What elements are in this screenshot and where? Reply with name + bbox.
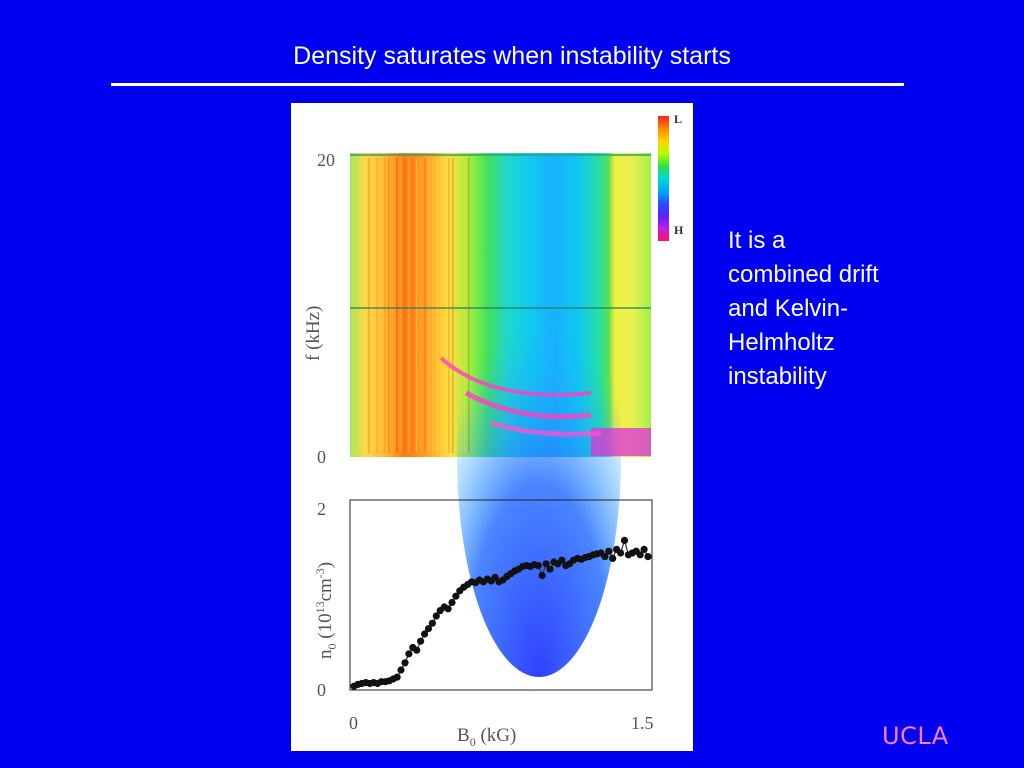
density-point bbox=[424, 625, 433, 633]
density-point bbox=[432, 612, 440, 620]
side-text-line: It is a bbox=[728, 227, 786, 254]
line-ylabel: n0 (1013cm-3) bbox=[313, 562, 339, 659]
line-xlabel: B0 (kG) bbox=[457, 725, 516, 749]
heatmap-stripe bbox=[440, 158, 442, 453]
colorbar-bottom-label: H bbox=[674, 223, 684, 237]
ucla-logo: UCLA bbox=[882, 722, 949, 750]
heatmap-stripe bbox=[388, 158, 390, 453]
heatmap-mode-arc-1 bbox=[439, 356, 592, 397]
heatmap-stripe bbox=[416, 158, 418, 453]
density-point bbox=[401, 659, 409, 667]
heatmap-stripe bbox=[380, 158, 382, 453]
line-chart-frame bbox=[349, 499, 653, 691]
heatmap-stripe bbox=[432, 158, 434, 453]
heatmap-stripe bbox=[456, 158, 458, 453]
density-series-points bbox=[350, 536, 652, 690]
heatmap-stripe bbox=[372, 158, 374, 453]
heatmap-stripe bbox=[452, 158, 454, 453]
heatmap-stripe bbox=[464, 158, 466, 453]
side-text-line: combined drift bbox=[728, 261, 879, 288]
heatmap-low-band bbox=[591, 428, 651, 456]
density-point bbox=[620, 536, 629, 544]
density-point bbox=[542, 560, 550, 568]
density-point bbox=[448, 598, 456, 607]
heatmap-stripe bbox=[460, 158, 462, 453]
density-point bbox=[644, 553, 652, 561]
heatmap-stripe bbox=[360, 158, 362, 453]
line-xtick-right: 1.5 bbox=[631, 713, 654, 733]
title-underline bbox=[111, 83, 904, 86]
heatmap-stripe bbox=[468, 158, 470, 453]
side-text-line: Helmholtz bbox=[728, 329, 835, 356]
colorbar-top-label: L bbox=[674, 112, 682, 126]
density-point bbox=[405, 650, 413, 658]
heatmap-stripe bbox=[368, 158, 370, 453]
side-explanation: It is a combined drift and Kelvin- Helmh… bbox=[728, 224, 928, 394]
heatmap-stripe bbox=[376, 158, 378, 453]
heatmap-stripe bbox=[364, 158, 366, 453]
heatmap-stripe bbox=[428, 158, 430, 453]
heatmap-stripe bbox=[404, 158, 406, 453]
heatmap-stripes bbox=[352, 158, 470, 453]
heatmap-stripe bbox=[448, 158, 450, 453]
heatmap-stripe bbox=[400, 158, 402, 453]
heatmap-ylabel: f (kHz) bbox=[303, 306, 324, 361]
density-point bbox=[452, 592, 460, 600]
heatmap-stripe bbox=[408, 158, 410, 453]
line-xtick-left: 0 bbox=[349, 713, 358, 733]
density-point bbox=[397, 666, 405, 674]
density-point bbox=[421, 630, 429, 638]
density-point bbox=[609, 554, 617, 562]
side-text-line: instability bbox=[728, 363, 827, 390]
heatmap-ytick-top: 20 bbox=[317, 150, 335, 170]
figure-panel: 20 0 f (kHz) L H 2 0 0 1.5 B0 (kG) n0 (1… bbox=[291, 103, 693, 751]
line-ytick-top: 2 bbox=[317, 499, 326, 519]
density-point bbox=[538, 571, 546, 580]
heatmap-stripe bbox=[420, 158, 422, 453]
density-point bbox=[413, 646, 421, 654]
density-point bbox=[546, 565, 554, 573]
density-point bbox=[393, 673, 401, 681]
spectrogram-heatmap bbox=[350, 153, 651, 677]
heatmap-ytick-bottom: 0 bbox=[317, 447, 326, 467]
heatmap-mode-arc-3 bbox=[490, 420, 602, 437]
heatmap-mode-arc-2 bbox=[464, 390, 592, 420]
density-point bbox=[444, 605, 452, 613]
heatmap-stripe bbox=[352, 158, 354, 453]
density-point bbox=[640, 545, 648, 553]
heatmap-stripe bbox=[424, 158, 426, 453]
density-point bbox=[534, 562, 542, 570]
colorbar bbox=[658, 116, 669, 241]
heatmap-stripe bbox=[392, 158, 394, 453]
density-point bbox=[605, 547, 613, 555]
density-point bbox=[428, 619, 436, 627]
line-ytick-bottom: 0 bbox=[317, 680, 326, 700]
density-point bbox=[558, 556, 566, 564]
density-point bbox=[601, 553, 609, 561]
heatmap-stripe bbox=[384, 158, 386, 453]
density-point bbox=[617, 549, 625, 557]
heatmap-stripe bbox=[412, 158, 414, 453]
density-point bbox=[417, 637, 425, 645]
heatmap-stripe bbox=[444, 158, 446, 453]
heatmap-stripe bbox=[356, 158, 358, 453]
heatmap-stripe bbox=[396, 158, 398, 453]
density-point bbox=[636, 551, 644, 559]
side-text-line: and Kelvin- bbox=[728, 295, 849, 322]
heatmap-stripe bbox=[436, 158, 438, 453]
slide-title: Density saturates when instability start… bbox=[293, 42, 731, 70]
heatmap-mode-region bbox=[457, 237, 621, 677]
figure-svg: 20 0 f (kHz) L H 2 0 0 1.5 B0 (kG) n0 (1… bbox=[303, 112, 684, 749]
